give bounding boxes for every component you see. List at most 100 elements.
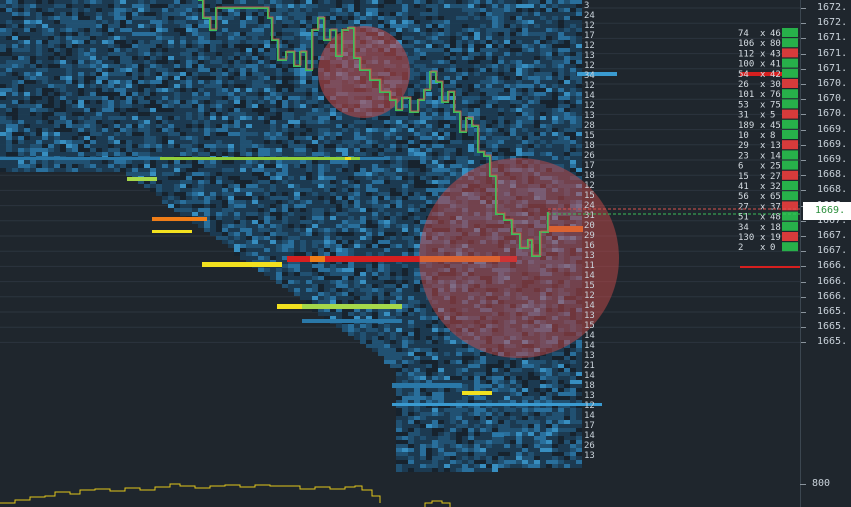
heat-cell — [324, 20, 330, 24]
heat-cell — [12, 32, 18, 36]
heat-cell — [168, 116, 174, 120]
heat-cell — [288, 224, 294, 228]
heat-cell — [252, 128, 258, 132]
heat-cell — [438, 140, 444, 144]
heat-cell — [216, 56, 222, 60]
heat-cell — [438, 144, 444, 148]
heat-cell — [240, 92, 246, 96]
heat-cell — [198, 192, 204, 196]
heat-cell — [204, 220, 210, 224]
heat-cell — [6, 76, 12, 80]
heat-cell — [426, 388, 432, 392]
heat-cell — [390, 276, 396, 280]
heat-cell — [354, 236, 360, 240]
heat-cell — [294, 96, 300, 100]
heat-cell — [312, 140, 318, 144]
heat-cell — [288, 84, 294, 88]
heat-cell — [330, 268, 336, 272]
heat-cell — [396, 432, 402, 436]
heat-cell — [162, 160, 168, 164]
heat-cell — [252, 164, 258, 168]
heat-cell — [228, 76, 234, 80]
heat-cell — [252, 24, 258, 28]
heat-cell — [426, 436, 432, 440]
heat-cell — [396, 340, 402, 344]
heat-cell — [96, 32, 102, 36]
heat-cell — [222, 128, 228, 132]
heat-cell — [306, 212, 312, 216]
heat-cell — [48, 128, 54, 132]
heat-cell — [318, 44, 324, 48]
heat-cell — [384, 252, 390, 256]
heat-cell — [24, 20, 30, 24]
heat-cell — [342, 136, 348, 140]
heat-cell — [378, 144, 384, 148]
heat-cell — [246, 256, 252, 260]
heat-cell — [426, 160, 432, 164]
heat-cell — [204, 40, 210, 44]
heat-cell — [216, 200, 222, 204]
heat-cell — [6, 108, 12, 112]
heat-cell — [234, 228, 240, 232]
heat-cell — [264, 92, 270, 96]
heatmap-chart[interactable]: 3241217121312341214121328151826171812152… — [0, 0, 800, 507]
heat-cell — [276, 96, 282, 100]
heat-cell — [162, 148, 168, 152]
heat-cell — [396, 428, 402, 432]
heat-cell — [420, 364, 426, 368]
heat-cell — [102, 152, 108, 156]
heat-cell — [282, 100, 288, 104]
heat-cell — [354, 276, 360, 280]
heat-cell — [402, 416, 408, 420]
heat-cell — [114, 56, 120, 60]
heat-cell — [402, 216, 408, 220]
heat-cell — [426, 64, 432, 68]
heat-cell — [102, 52, 108, 56]
heat-cell — [54, 8, 60, 12]
heat-cell — [132, 32, 138, 36]
heat-cell — [282, 16, 288, 20]
heat-cell — [48, 40, 54, 44]
heat-cell — [324, 308, 330, 312]
heat-cell — [378, 200, 384, 204]
heat-cell — [210, 224, 216, 228]
heat-cell — [396, 160, 402, 164]
heat-cell — [264, 272, 270, 276]
heat-cell — [384, 192, 390, 196]
heat-cell — [378, 208, 384, 212]
heat-cell — [300, 228, 306, 232]
heat-cell — [12, 40, 18, 44]
heat-cell — [306, 132, 312, 136]
heat-cell — [312, 180, 318, 184]
heat-cell — [378, 264, 384, 268]
heat-cell — [408, 84, 414, 88]
heat-cell — [126, 4, 132, 8]
heat-cell — [264, 192, 270, 196]
heat-cell — [288, 52, 294, 56]
heat-cell — [114, 16, 120, 20]
heat-cell — [366, 168, 372, 172]
heat-cell — [60, 68, 66, 72]
heat-cell — [378, 24, 384, 28]
heat-cell — [246, 36, 252, 40]
heat-cell — [174, 168, 180, 172]
heat-cell — [276, 240, 282, 244]
heat-cell — [84, 88, 90, 92]
heat-cell — [300, 208, 306, 212]
heat-cell — [264, 72, 270, 76]
heat-cell — [282, 80, 288, 84]
heat-cell — [0, 120, 6, 124]
heat-cell — [354, 12, 360, 16]
heat-cell — [150, 24, 156, 28]
heat-cell — [6, 48, 12, 52]
heat-cell — [30, 96, 36, 100]
heat-cell — [366, 0, 372, 4]
heat-cell — [258, 56, 264, 60]
heat-cell — [324, 272, 330, 276]
heat-cell — [390, 248, 396, 252]
heat-cell — [222, 0, 228, 4]
heat-cell — [192, 36, 198, 40]
heat-cell — [378, 292, 384, 296]
heat-cell — [204, 152, 210, 156]
heat-cell — [402, 360, 408, 364]
